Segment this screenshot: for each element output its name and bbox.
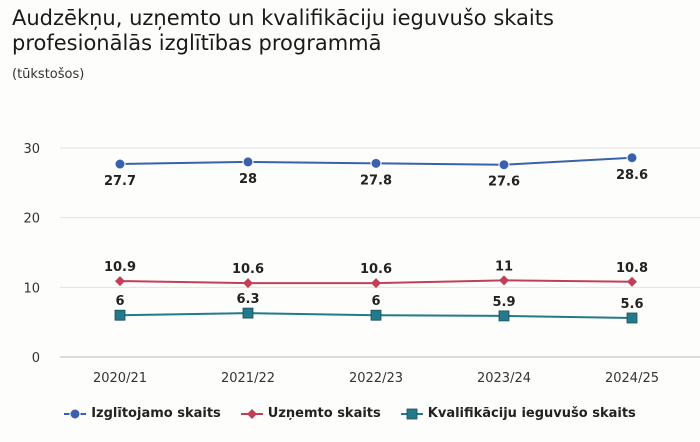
data-label: 6.3: [236, 292, 259, 307]
legend-label: Kvalifikāciju ieguvušo skaits: [427, 406, 636, 421]
data-label: 10.9: [104, 260, 136, 275]
data-point: [243, 278, 253, 289]
data-point: [370, 157, 382, 169]
legend-label: Uzņemto skaits: [267, 406, 381, 421]
chart-title: Audzēkņu, uzņemto un kvalifikāciju ieguv…: [12, 6, 554, 55]
y-tick-label: 30: [23, 142, 40, 157]
data-label: 11: [495, 259, 513, 274]
data-point: [371, 278, 381, 289]
x-tick-label: 2021/22: [221, 371, 275, 386]
data-point: [626, 312, 638, 324]
data-label: 27.6: [488, 175, 520, 190]
legend-item[interactable]: Izglītojamo skaits: [64, 406, 221, 421]
x-tick-label: 2024/25: [605, 371, 659, 386]
x-tick-label: 2023/24: [477, 371, 531, 386]
data-point: [370, 309, 382, 321]
data-point: [246, 408, 257, 419]
data-label: 27.8: [360, 173, 392, 188]
data-point: [242, 156, 254, 168]
series-1: 10.9 10.6 10.6 11 10.8: [104, 259, 648, 289]
x-tick-label: 2020/21: [93, 371, 147, 386]
data-point: [626, 152, 638, 164]
data-point: [406, 408, 418, 419]
data-point: [498, 159, 510, 171]
data-point: [114, 158, 126, 170]
data-label: 5.6: [620, 297, 643, 312]
data-label: 6: [371, 294, 380, 309]
legend-label: Izglītojamo skaits: [91, 406, 221, 421]
data-point: [242, 307, 254, 319]
data-point: [498, 310, 510, 322]
data-label: 28: [239, 172, 257, 187]
data-label: 10.6: [232, 262, 264, 277]
legend-square-icon: [400, 408, 423, 419]
legend-item[interactable]: Kvalifikāciju ieguvušo skaits: [400, 406, 636, 421]
line-chart: 0 10 20 30 2020/21 2021/22 2022/23 2023/24 2024/…: [23, 142, 700, 386]
data-point: [115, 276, 125, 287]
data-point: [114, 309, 126, 321]
y-tick-label: 10: [23, 281, 40, 296]
data-point: [69, 408, 81, 419]
x-tick-label: 2022/23: [349, 371, 403, 386]
data-label: 10.6: [360, 262, 392, 277]
legend-item[interactable]: Uzņemto skaits: [240, 406, 381, 421]
data-label: 27.7: [104, 174, 136, 189]
data-label: 5.9: [492, 295, 515, 310]
data-label: 10.8: [616, 261, 648, 276]
series-0: 27.7 28 27.8 27.6 28.6: [104, 152, 648, 190]
series-2: 6 6.3 6 5.9 5.6: [114, 292, 644, 324]
data-label: 6: [115, 294, 124, 309]
data-point: [627, 276, 637, 287]
y-tick-label: 0: [32, 351, 40, 366]
y-tick-label: 20: [23, 212, 40, 227]
chart-subtitle: (tūkstošos): [12, 67, 85, 82]
legend-circle-icon: [64, 408, 87, 419]
legend: Izglītojamo skaits Uzņemto skaits Kvalifik…: [0, 406, 700, 421]
data-label: 28.6: [616, 168, 648, 183]
data-point: [499, 275, 509, 286]
legend-diamond-icon: [240, 408, 263, 419]
